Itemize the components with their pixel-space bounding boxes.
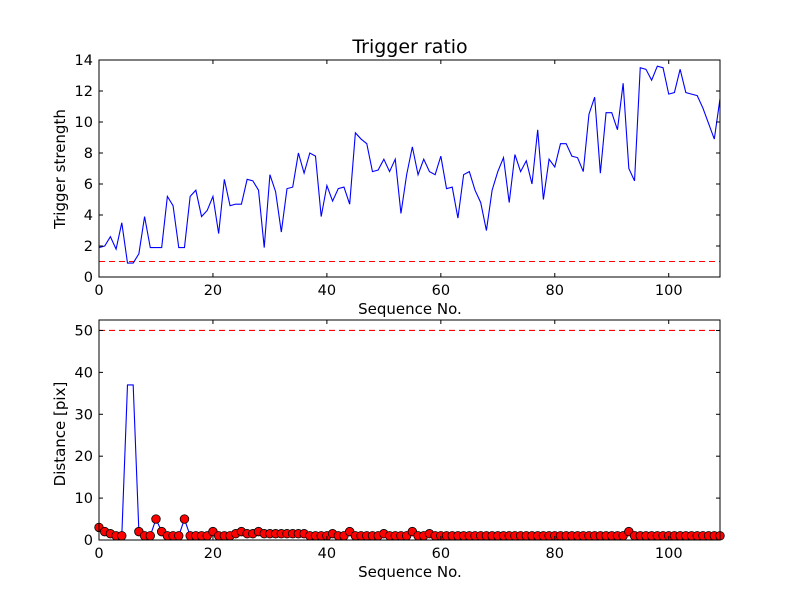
y-tick-label: 12 [75,84,93,100]
x-tick-label: 100 [655,546,683,562]
x-tick-label: 80 [546,283,564,299]
chart-title: Trigger ratio [351,36,467,58]
y-tick-label: 14 [75,53,93,69]
y-tick-label: 10 [75,491,93,507]
y-tick-label: 4 [84,208,93,224]
data-point [179,514,190,524]
x-tick-label: 80 [546,546,564,562]
x-tick-label: 20 [204,283,222,299]
x-tick-label: 60 [432,546,450,562]
series-group [94,384,725,541]
axis-ticks: 0 20 40 60 80 100 0 10 20 30 40 50 [75,320,720,562]
data-point [174,531,184,541]
series-group [98,65,721,264]
y-axis-label: Trigger strength [51,109,69,230]
y-tick-label: 40 [75,365,93,381]
y-tick-label: 50 [75,323,93,339]
distance-panel: 0 20 40 60 80 100 0 10 20 30 40 50 Sequence No. Dis… [51,319,725,581]
data-point [117,531,127,541]
plot-frame [98,319,721,541]
x-tick-label: 60 [432,283,450,299]
x-tick-label: 100 [655,283,683,299]
x-tick-label: 0 [94,283,103,299]
series-line [98,65,721,264]
data-point [151,514,161,524]
series-line [98,384,720,537]
trigger-strength-panel: 0 20 40 60 80 100 0 2 4 6 8 10 12 14 Sequence No. Tri… [51,53,721,318]
y-tick-label: 30 [75,407,93,423]
data-point [145,531,155,541]
x-axis-label: Sequence No. [358,563,462,581]
x-tick-label: 0 [94,546,103,562]
y-tick-label: 2 [84,239,93,255]
x-tick-label: 40 [318,546,336,562]
x-tick-label: 40 [318,283,336,299]
y-tick-label: 20 [75,449,93,465]
y-tick-label: 0 [84,270,93,286]
y-tick-label: 6 [84,177,93,193]
plot-frame [98,59,721,278]
axis-ticks: 0 20 40 60 80 100 0 2 4 6 8 10 12 14 [75,53,720,299]
y-tick-label: 0 [84,533,93,549]
y-tick-label: 10 [75,115,93,131]
y-axis-label: Distance [pix] [51,382,69,487]
x-tick-label: 20 [204,546,222,562]
y-tick-label: 8 [84,146,93,162]
x-axis-label: Sequence No. [358,300,462,318]
